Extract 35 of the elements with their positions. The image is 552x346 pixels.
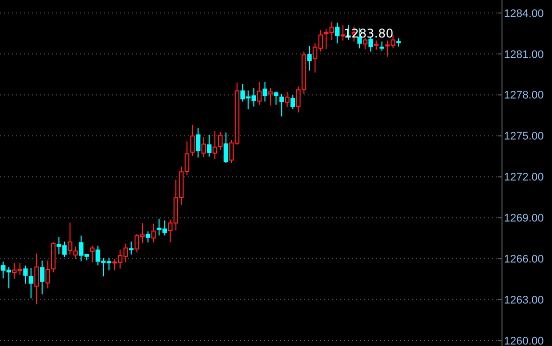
y-tick-label: 1284.00 [504, 8, 544, 20]
candlestick [146, 230, 150, 243]
y-tick-label: 1263.00 [504, 294, 544, 306]
candlestick [257, 81, 262, 106]
candlestick [274, 91, 278, 106]
candlestick [307, 45, 312, 72]
candlestick [201, 136, 206, 158]
y-tick-label: 1278.00 [504, 90, 544, 102]
y-tick-label: 1260.00 [504, 335, 544, 346]
candlestick [268, 88, 273, 106]
y-tick-label: 1281.00 [504, 48, 544, 61]
candlestick [374, 40, 379, 50]
y-tick-label: 1269.00 [504, 212, 544, 225]
candlestick [129, 241, 134, 256]
candlestick [224, 132, 228, 164]
candlestick [290, 94, 296, 110]
candlestick [362, 38, 368, 50]
candlestick [34, 253, 39, 305]
candlestick [380, 41, 384, 52]
candlestick [151, 223, 156, 243]
candlestick [190, 124, 195, 156]
candlestick [206, 134, 212, 158]
candlestick [90, 245, 95, 263]
candlestick [368, 36, 373, 52]
candlestick [23, 265, 28, 284]
candlestick [262, 81, 268, 102]
candlestick [28, 267, 34, 299]
candlestick [335, 22, 340, 44]
candlestick [40, 260, 44, 295]
y-tick-label: 1275.00 [504, 130, 544, 143]
y-tick-label: 1266.00 [504, 253, 544, 266]
candlestick [279, 93, 284, 117]
candlestick [196, 127, 200, 158]
candlestick [284, 91, 290, 108]
y-tick-label: 1272.00 [504, 172, 544, 184]
